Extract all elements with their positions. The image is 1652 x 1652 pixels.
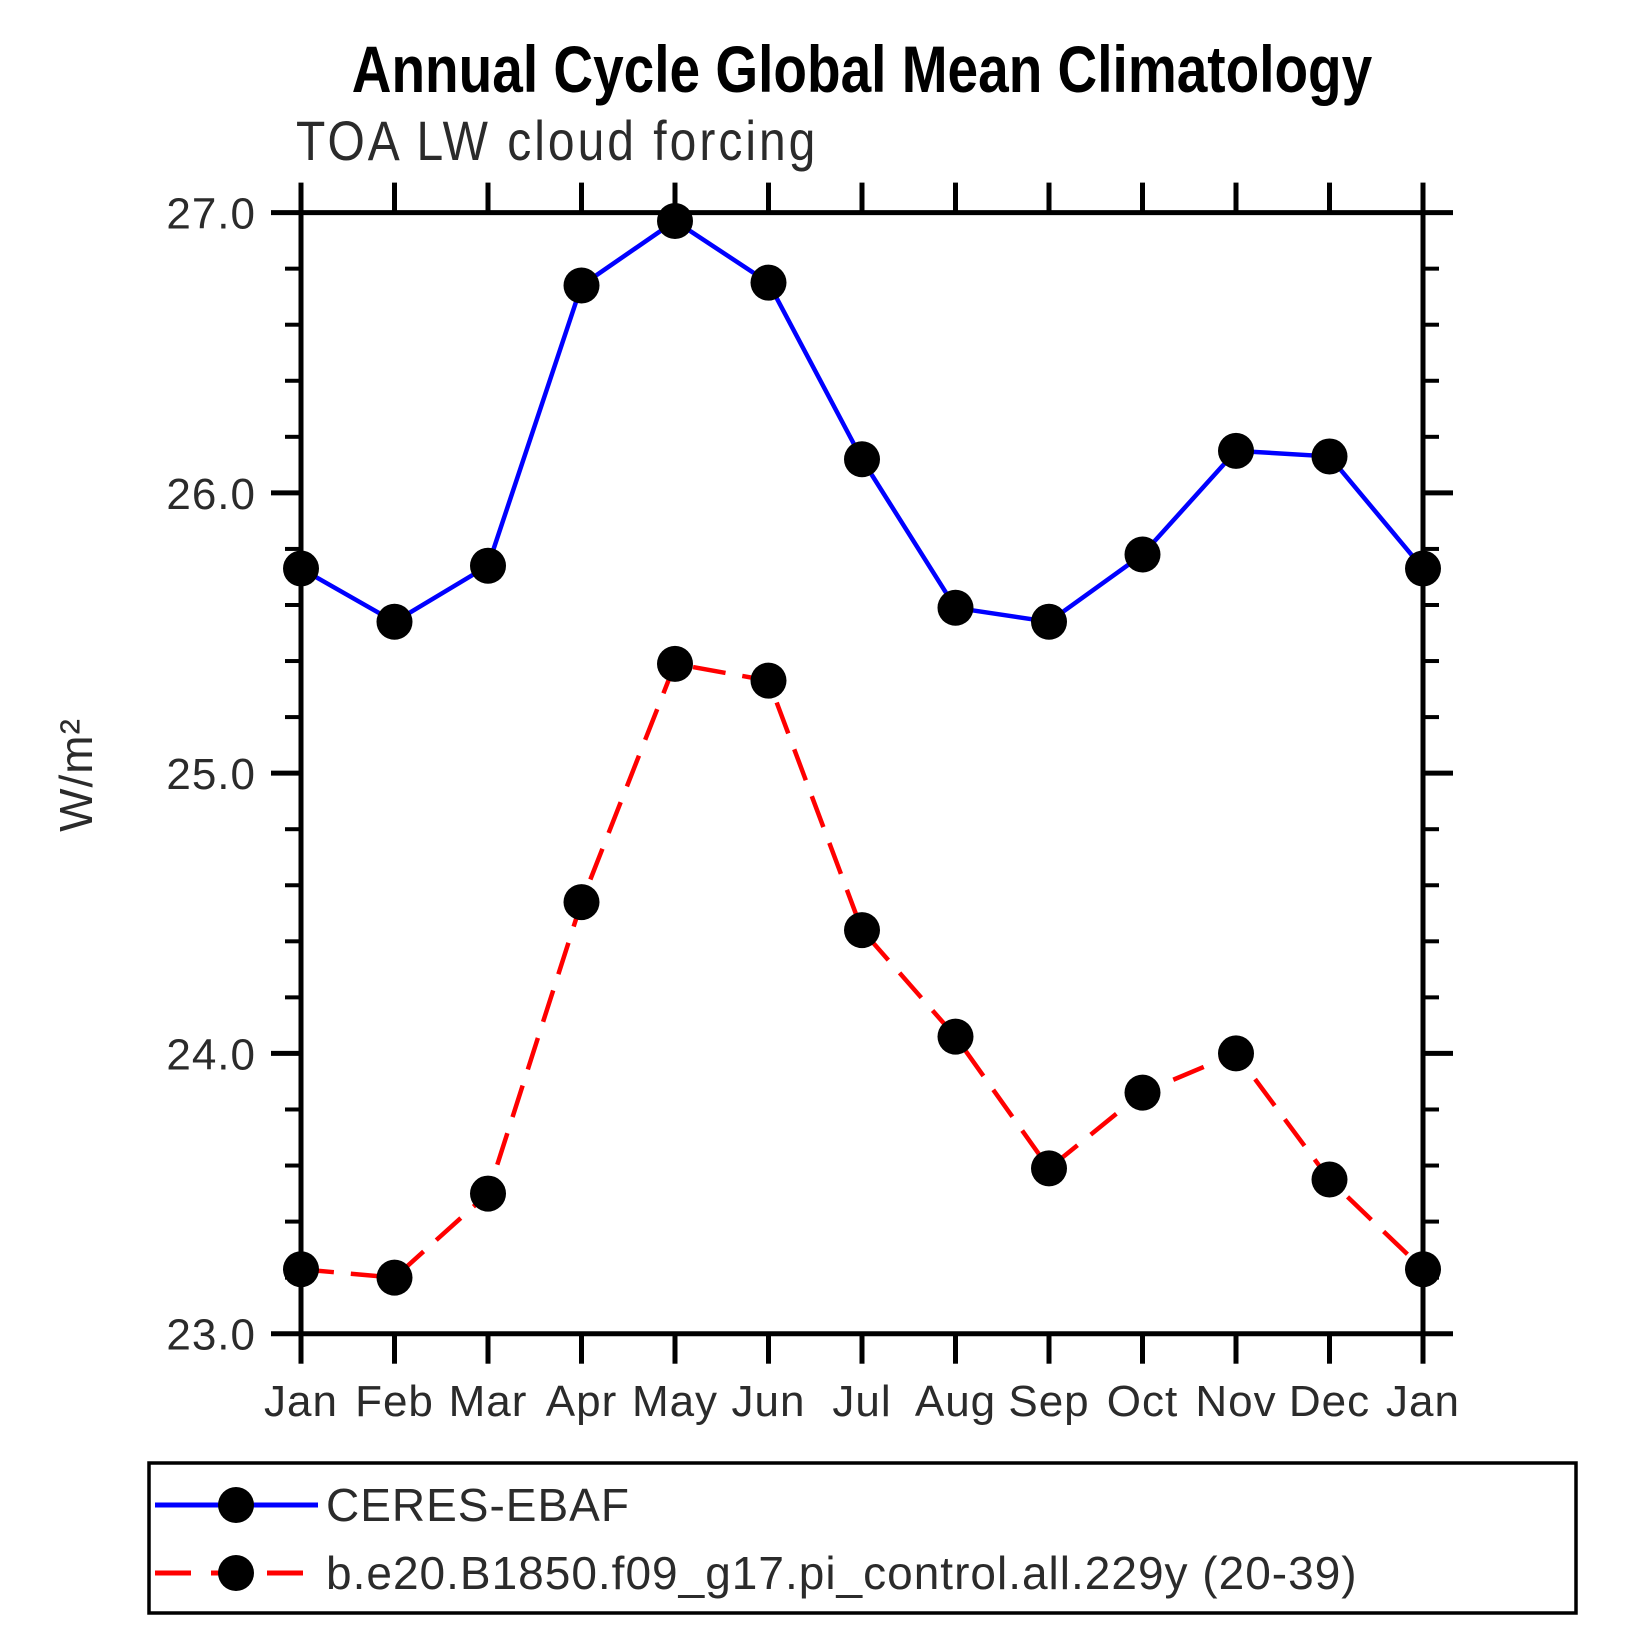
data-point-marker (1405, 1251, 1441, 1288)
series-2 (283, 645, 1441, 1296)
x-tick-label: Jun (732, 1377, 806, 1426)
chart-title: Annual Cycle Global Mean Climatology (352, 32, 1373, 106)
series-line-solid (299, 218, 1425, 625)
data-point-marker (1124, 1074, 1161, 1111)
x-tick-label: Mar (449, 1377, 528, 1426)
data-point-marker (1405, 550, 1441, 587)
data-point-marker (283, 1251, 319, 1288)
data-point-marker (750, 264, 787, 301)
data-point-marker (470, 1175, 506, 1212)
data-point-marker (1218, 432, 1254, 469)
data-point-marker (376, 1259, 413, 1296)
data-point-marker (844, 912, 880, 949)
data-point-marker (844, 441, 880, 478)
x-tick-label: Sep (1008, 1377, 1089, 1426)
x-tick-label: Aug (915, 1377, 996, 1426)
axes (298, 210, 1426, 1337)
x-tick-label: May (632, 1377, 718, 1426)
data-point-marker (1218, 1035, 1254, 1072)
x-tick-label: Jan (264, 1377, 338, 1426)
legend-sample-marker (218, 1555, 254, 1591)
y-tick-label: 26.0 (166, 470, 256, 519)
data-point-marker (1031, 1150, 1067, 1187)
legend-line-samples (155, 1487, 318, 1591)
x-tick-label: Oct (1107, 1377, 1178, 1426)
chart-subtitle: TOA LW cloud forcing (296, 110, 818, 172)
data-point-marker (750, 662, 787, 699)
data-point-marker (657, 203, 693, 240)
data-point-marker (1031, 603, 1067, 640)
y-tick-label: 27.0 (166, 190, 256, 239)
data-point-marker (470, 547, 506, 584)
data-point-marker (1311, 1161, 1348, 1198)
y-axis-label: W/m² (50, 718, 102, 832)
legend: CERES-EBAF b.e20.B1850.f09_g17.pi_contro… (147, 1461, 1578, 1615)
x-tick-label: Nov (1195, 1377, 1276, 1426)
series-1 (283, 203, 1441, 640)
x-tick-label: Dec (1289, 1377, 1370, 1426)
data-point-marker (1311, 438, 1348, 475)
y-tick-label: 24.0 (166, 1030, 256, 1079)
data-point-marker (283, 550, 319, 587)
plot-area: 23.0 24.0 25.0 26.0 27.0 Jan Feb Mar Apr May Jun Ju… (166, 182, 1460, 1426)
data-point-marker (937, 1018, 974, 1055)
data-point-marker (1124, 536, 1161, 573)
legend-label-series-1: CERES-EBAF (326, 1479, 630, 1531)
y-tick-label: 25.0 (166, 750, 256, 799)
x-tick-label: Jul (832, 1377, 891, 1426)
x-tick-label: Apr (546, 1377, 617, 1426)
legend-sample-marker (218, 1487, 254, 1523)
data-point-marker (937, 589, 974, 626)
legend-box (147, 1461, 1578, 1615)
data-point-marker (563, 267, 600, 304)
data-point-marker (563, 884, 600, 921)
x-axis-ticks: Jan Feb Mar Apr May Jun Jul Aug Sep Oct Nov Dec Jan (264, 182, 1460, 1426)
x-tick-label: Jan (1386, 1377, 1460, 1426)
x-tick-label: Feb (355, 1377, 434, 1426)
legend-label-series-2: b.e20.B1850.f09_g17.pi_control.all.229y … (326, 1547, 1358, 1599)
y-tick-label: 23.0 (166, 1311, 256, 1360)
series-line-dashed (300, 661, 1425, 1280)
data-point-marker (376, 603, 413, 640)
y-axis-ticks: 23.0 24.0 25.0 26.0 27.0 (166, 190, 1453, 1360)
data-point-marker (657, 645, 693, 682)
